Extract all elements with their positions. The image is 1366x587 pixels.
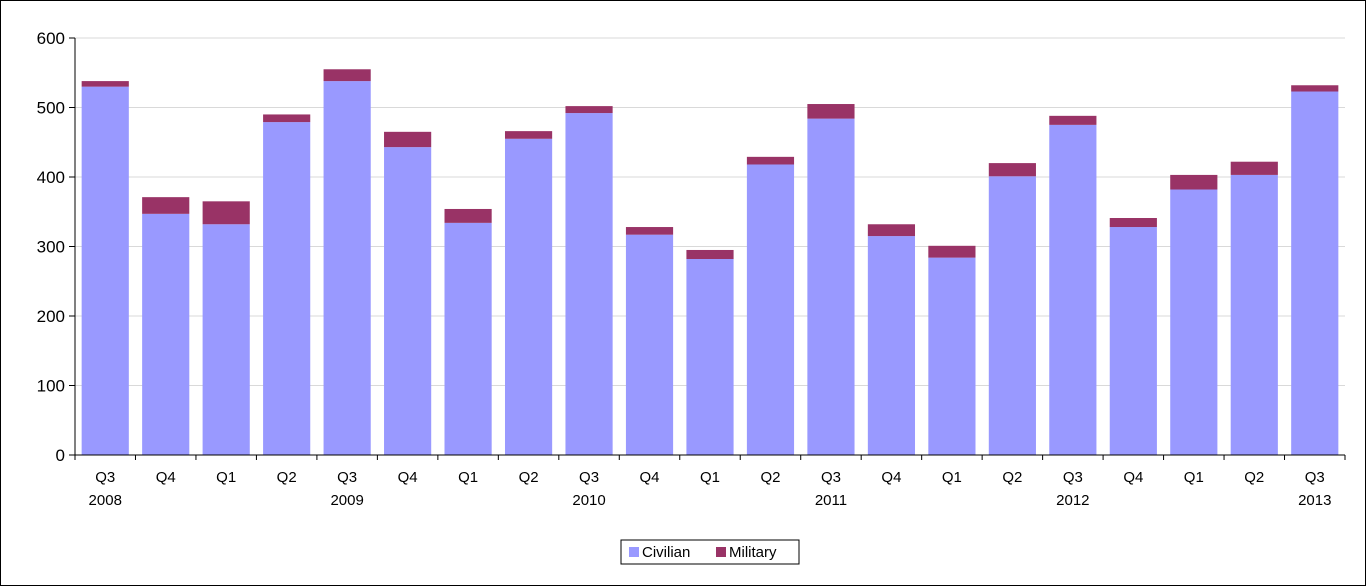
legend-label-military: Military (729, 544, 777, 561)
bar-civilian (444, 222, 492, 455)
x-category-label: Q3 (1305, 469, 1325, 486)
x-category-label: Q2 (519, 469, 539, 486)
bar-civilian (81, 86, 129, 456)
y-tick-label: 0 (56, 446, 65, 465)
bar-military (1230, 161, 1278, 175)
x-category-label: Q3 (821, 469, 841, 486)
y-tick-label: 100 (37, 377, 65, 396)
bar-civilian (867, 236, 916, 455)
x-category-label: Q4 (156, 469, 176, 486)
legend-swatch-civilian (629, 547, 639, 557)
y-tick-label: 600 (37, 29, 65, 48)
y-tick-label: 400 (37, 168, 65, 187)
bar-civilian (1049, 124, 1097, 455)
x-year-label: 2013 (1298, 492, 1331, 509)
x-category-label: Q2 (760, 469, 780, 486)
bar-civilian (323, 81, 371, 455)
bar-military (807, 104, 855, 119)
bar-civilian (686, 259, 734, 455)
x-category-label: Q4 (1123, 469, 1143, 486)
x-category-label: Q3 (337, 469, 357, 486)
bar-civilian (1170, 189, 1218, 455)
y-tick-label: 200 (37, 307, 65, 326)
y-tick-label: 300 (37, 238, 65, 257)
x-year-label: 2008 (89, 492, 122, 509)
x-category-label: Q4 (881, 469, 901, 486)
x-category-label: Q1 (1184, 469, 1204, 486)
bars (81, 69, 1339, 456)
legend-swatch-military (716, 547, 726, 557)
x-year-label: 2010 (572, 492, 605, 509)
axes: 0 100 200 300 400 500 600 Q3 2008 Q4 Q1 Q2 Q3 2009 Q4 Q… (37, 29, 1346, 509)
bar-civilian (625, 234, 674, 455)
bar-civilian (988, 176, 1036, 455)
bar-military (867, 224, 916, 237)
bar-civilian (263, 122, 311, 455)
x-category-label: Q1 (216, 469, 236, 486)
bar-military (202, 201, 250, 225)
x-category-label: Q2 (1244, 469, 1264, 486)
bar-military (323, 69, 371, 82)
bar-military (1291, 85, 1339, 92)
x-category-label: Q4 (640, 469, 660, 486)
bar-civilian (807, 118, 855, 456)
bar-military (142, 197, 190, 214)
bar-civilian (565, 113, 613, 455)
bar-military (988, 163, 1036, 177)
x-year-label: 2009 (330, 492, 363, 509)
bar-civilian (504, 138, 553, 455)
bar-military (504, 131, 553, 139)
bar-civilian (202, 224, 250, 455)
x-category-label: Q3 (1063, 469, 1083, 486)
bar-military (263, 114, 311, 123)
legend-label-civilian: Civilian (642, 544, 690, 561)
bar-military (444, 208, 492, 223)
bar-civilian (1230, 174, 1278, 456)
bar-military (384, 131, 432, 148)
legend: Civilian Military (620, 539, 800, 565)
bar-civilian (384, 147, 432, 456)
x-category-label: Q1 (700, 469, 720, 486)
x-category-label: Q1 (458, 469, 478, 486)
bar-civilian (1109, 227, 1157, 455)
x-year-label: 2011 (815, 492, 847, 509)
x-category-label: Q2 (1002, 469, 1022, 486)
bar-military (565, 106, 613, 114)
bar-military (1170, 174, 1218, 190)
y-tick-label: 500 (37, 99, 65, 118)
bar-civilian (142, 213, 190, 455)
bar-military (81, 81, 129, 87)
x-category-label: Q4 (398, 469, 418, 486)
x-category-label: Q3 (579, 469, 599, 486)
bar-military (1049, 115, 1097, 125)
bar-military (746, 156, 795, 165)
legend-box (620, 539, 800, 565)
bar-military (928, 245, 976, 258)
bar-civilian (1291, 91, 1339, 455)
x-category-label: Q1 (942, 469, 962, 486)
x-category-label: Q3 (95, 469, 115, 486)
bar-military (625, 227, 674, 235)
bar-military (686, 249, 734, 260)
bar-civilian (928, 257, 976, 455)
x-category-label: Q2 (277, 469, 297, 486)
x-year-label: 2012 (1056, 492, 1089, 509)
bar-civilian (746, 164, 795, 456)
bar-military (1109, 218, 1157, 228)
